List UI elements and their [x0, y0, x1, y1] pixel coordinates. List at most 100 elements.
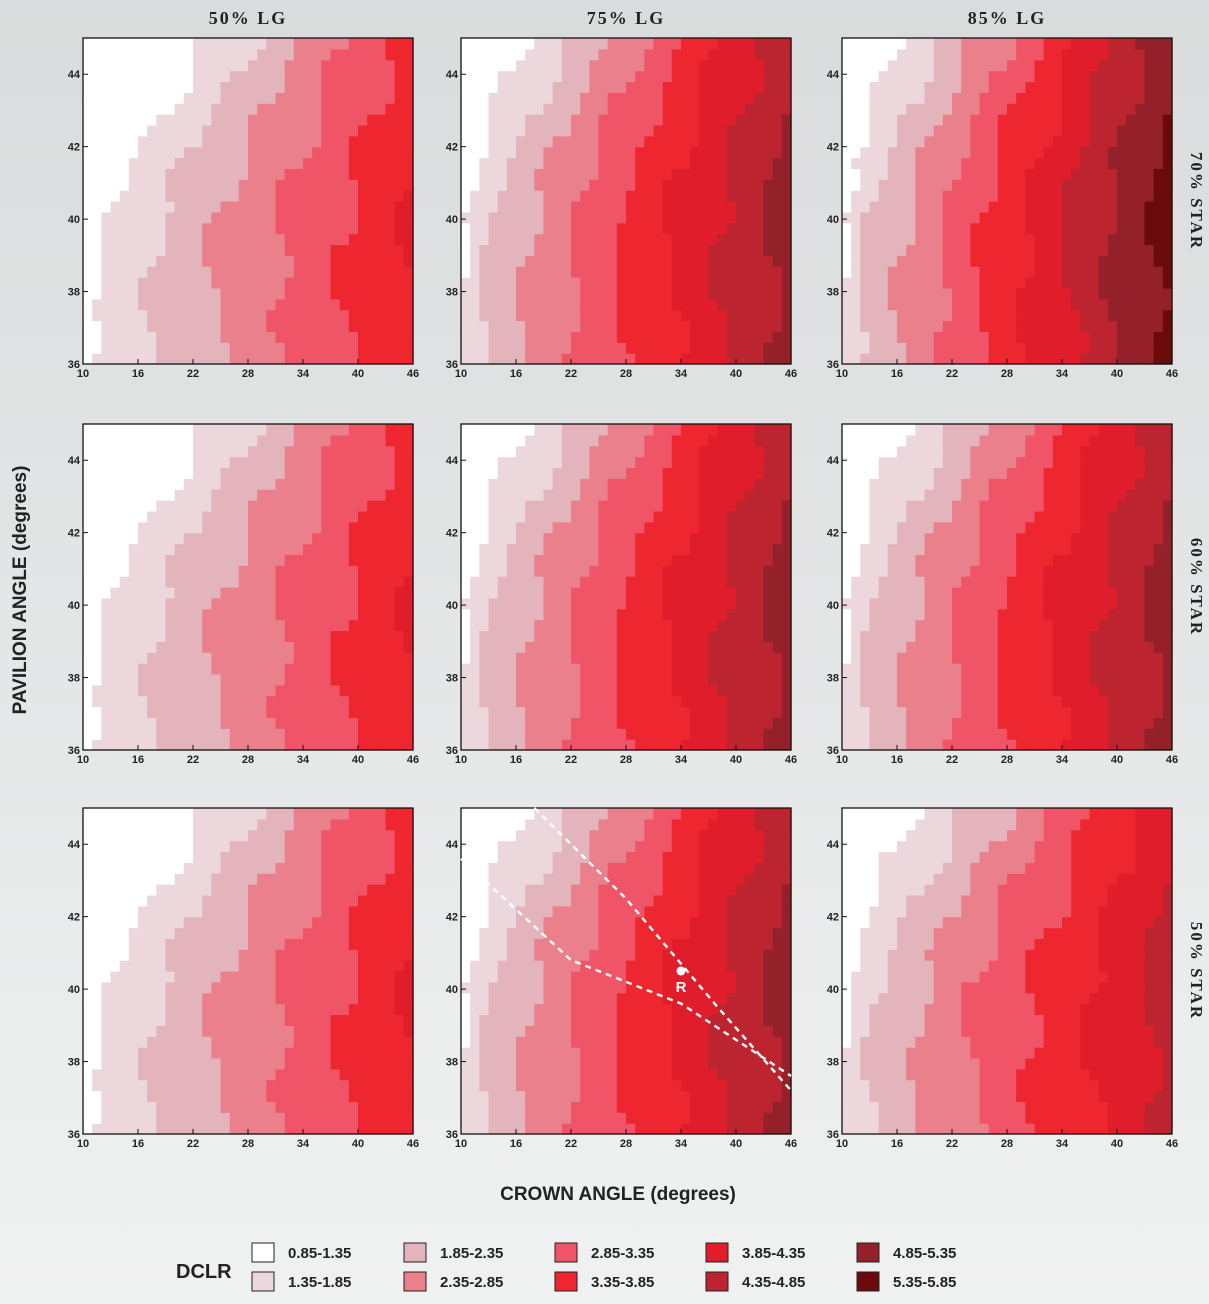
contour-cell [552, 135, 563, 148]
contour-cell [303, 641, 313, 653]
contour-cell [525, 728, 535, 740]
contour-cell [878, 168, 889, 180]
contour-cell [348, 124, 359, 137]
contour-cell [385, 92, 396, 104]
contour-cell [479, 342, 490, 354]
contour-cell [257, 59, 267, 72]
contour-cell [598, 532, 609, 545]
contour-cell [1043, 190, 1054, 202]
contour-cell [376, 179, 387, 191]
contour-cell [394, 244, 405, 256]
contour-cell [1062, 157, 1072, 169]
contour-cell [1071, 157, 1081, 169]
contour-cell [470, 70, 480, 83]
contour-cell [1117, 244, 1127, 256]
contour-cell [303, 190, 313, 202]
contour-cell [119, 70, 130, 83]
contour-cell [516, 179, 526, 191]
contour-cell [924, 233, 935, 246]
contour-cell [92, 353, 102, 365]
contour-cell [156, 684, 167, 697]
contour-cell [1126, 59, 1136, 72]
contour-cell [138, 576, 148, 588]
contour-cell [1080, 146, 1091, 159]
contour-cell [571, 576, 581, 588]
contour-cell [1080, 233, 1091, 246]
contour-cell [906, 201, 916, 213]
contour-cell [303, 48, 313, 61]
contour-cell [470, 146, 480, 159]
contour-cell [202, 695, 212, 708]
contour-cell [681, 201, 691, 213]
contour-cell [552, 255, 563, 267]
contour-cell [174, 92, 185, 104]
contour-cell [897, 353, 907, 365]
contour-cell [376, 211, 387, 224]
contour-cell [1052, 201, 1063, 213]
contour-cell [671, 266, 682, 278]
contour-cell [851, 277, 861, 289]
contour-cell [589, 342, 600, 354]
contour-cell [561, 424, 572, 436]
contour-cell [571, 728, 581, 740]
contour-cell [358, 739, 368, 751]
contour-cell [506, 135, 517, 148]
contour-cell [1153, 157, 1164, 169]
contour-cell [580, 543, 590, 555]
contour-cell [1071, 266, 1081, 278]
contour-cell [403, 467, 414, 479]
contour-cell [781, 48, 792, 61]
contour-cell [1043, 353, 1054, 365]
contour-cell [1007, 201, 1017, 213]
contour-cell [942, 255, 953, 267]
contour-cell [376, 233, 387, 246]
contour-cell [183, 695, 194, 708]
contour-cell [1107, 70, 1118, 83]
contour-cell [525, 353, 535, 365]
contour-cell [970, 103, 981, 115]
contour-cell [339, 684, 350, 697]
contour-cell [516, 222, 526, 235]
contour-cell [312, 706, 322, 718]
contour-cell [312, 652, 322, 664]
contour-cell [470, 608, 480, 621]
contour-cell [220, 103, 231, 115]
contour-cell [763, 81, 774, 93]
contour-cell [1153, 179, 1164, 191]
contour-cell [303, 500, 313, 512]
contour-cell [156, 92, 167, 104]
contour-cell [851, 168, 861, 180]
contour-cell [571, 641, 581, 653]
contour-cell [165, 619, 176, 632]
contour-cell [293, 554, 304, 566]
contour-cell [561, 277, 572, 289]
contour-cell [220, 717, 231, 729]
contour-cell [571, 706, 581, 718]
contour-cell [626, 554, 636, 566]
contour-cell [248, 521, 258, 534]
contour-cell [1144, 92, 1155, 104]
contour-cell [303, 81, 313, 93]
contour-cell [681, 277, 691, 289]
contour-cell [358, 48, 368, 61]
contour-cell [571, 255, 581, 267]
contour-cell [736, 320, 746, 332]
contour-cell [275, 695, 286, 708]
contour-cell [461, 331, 471, 343]
contour-cell [1062, 244, 1072, 256]
contour-cell [534, 500, 545, 512]
contour-cell [339, 114, 350, 126]
contour-cell [165, 510, 176, 523]
contour-cell [275, 190, 286, 202]
contour-cell [933, 211, 944, 224]
contour-cell [662, 255, 673, 267]
contour-cell [293, 92, 304, 104]
contour-cell [607, 456, 618, 469]
contour-cell [312, 331, 322, 343]
contour-cell [110, 684, 121, 697]
contour-cell [915, 190, 926, 202]
contour-cell [869, 211, 880, 224]
contour-cell [906, 244, 916, 256]
contour-cell [92, 706, 102, 718]
contour-cell [1025, 233, 1036, 246]
